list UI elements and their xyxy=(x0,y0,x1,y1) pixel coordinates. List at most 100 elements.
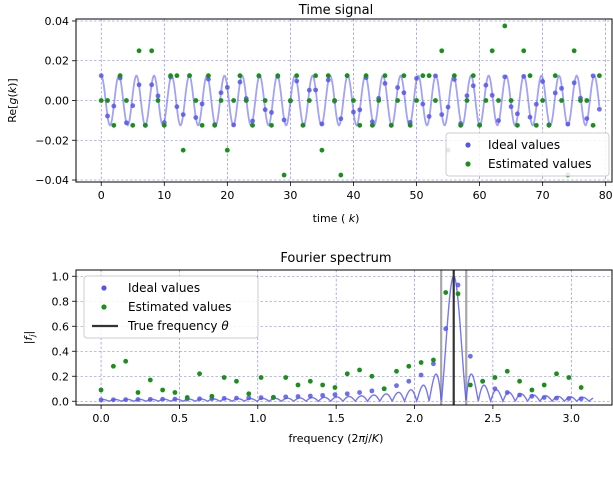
estimated-point-64 xyxy=(502,23,508,29)
estimated-point-26 xyxy=(262,98,268,103)
legend-label-0: Ideal values xyxy=(488,138,560,152)
ideal-spectrum-point-4 xyxy=(147,396,153,402)
estimated-point-37 xyxy=(332,98,337,103)
x-tick-label-5: 50 xyxy=(410,189,424,202)
ideal-spectrum-point-19 xyxy=(332,392,338,398)
ideal-spectrum-point-34 xyxy=(517,392,522,398)
legend-label-true-frequency: True frequency θ xyxy=(127,319,229,333)
legend-marker-0 xyxy=(465,142,471,148)
ideal-point-4 xyxy=(124,120,129,126)
time-signal-y-ticks: −0.04 −0.02 0.00 0.02 0.04 xyxy=(35,15,76,187)
ideal-point-8 xyxy=(149,82,155,88)
estimated-spectrum-point-31 xyxy=(480,378,486,384)
ideal-point-53 xyxy=(433,73,438,79)
ideal-point-52 xyxy=(426,114,432,119)
ideal-spectrum-point-28 xyxy=(443,326,449,332)
time-signal-x-axis-label-var: k xyxy=(349,212,356,225)
estimated-point-32 xyxy=(300,122,306,128)
time-signal-title: Time signal xyxy=(298,3,373,18)
estimated-spectrum-point-33 xyxy=(504,368,510,374)
estimated-point-39 xyxy=(344,73,350,79)
ideal-point-1 xyxy=(105,113,110,119)
estimated-point-1 xyxy=(105,98,110,103)
y-label-part-2: ( xyxy=(6,93,19,97)
ideal-spectrum-point-33 xyxy=(504,390,510,395)
estimated-point-19 xyxy=(218,98,224,103)
estimated-point-77 xyxy=(584,98,590,103)
estimated-point-70 xyxy=(540,98,546,103)
estimated-spectrum-point-22 xyxy=(369,373,375,379)
ideal-spectrum-point-10 xyxy=(221,395,227,401)
ideal-point-64 xyxy=(502,74,508,80)
fourier-spectrum-chart: 0.0 0.5 1.0 1.5 2.0 2.5 3.0 0.0 0.2 0.4 0.6 0.8 1.0… xyxy=(22,251,613,445)
freq-label-part-2: j xyxy=(363,432,369,445)
ideal-spectrum-point-25 xyxy=(406,378,412,384)
x-tick-label-6: 3.0 xyxy=(563,412,581,425)
fourier-spectrum-legend: Ideal values Estimated values True frequen… xyxy=(83,275,259,339)
ideal-spectrum-point-8 xyxy=(197,396,202,402)
estimated-point-57 xyxy=(458,122,464,128)
estimated-spectrum-point-26 xyxy=(418,360,424,365)
fourier-spectrum-plot-frame xyxy=(75,269,613,406)
estimated-spectrum-point-20 xyxy=(344,371,350,377)
x-tick-label-3: 1.5 xyxy=(327,412,345,425)
ideal-point-62 xyxy=(489,92,495,98)
estimated-spectrum-point-17 xyxy=(307,378,313,384)
ideal-spectrum-point-12 xyxy=(246,395,252,401)
ideal-spectrum-point-39 xyxy=(578,396,584,402)
estimated-point-0 xyxy=(98,98,104,103)
estimated-point-12 xyxy=(174,73,180,79)
estimated-point-45 xyxy=(382,73,388,79)
estimated-point-36 xyxy=(325,73,331,79)
estimated-point-47 xyxy=(395,98,400,103)
time-signal-ideal-curve xyxy=(100,74,601,127)
estimated-point-60 xyxy=(477,122,482,128)
ideal-point-17 xyxy=(206,76,211,82)
estimated-point-51 xyxy=(420,73,426,79)
estimated-spectrum-point-10 xyxy=(221,375,227,380)
y-tick-label-2: 0.00 xyxy=(45,95,70,108)
estimated-spectrum-point-18 xyxy=(320,382,326,388)
ideal-point-68 xyxy=(527,114,533,120)
estimated-point-15 xyxy=(193,98,199,103)
freq-label-part-1: π xyxy=(359,432,366,445)
y-tick-label-2: 0.4 xyxy=(52,345,70,358)
ideal-point-15 xyxy=(193,115,199,120)
estimated-point-6 xyxy=(136,48,142,54)
legend-marker-1 xyxy=(465,161,471,167)
estimated-point-13 xyxy=(180,147,186,153)
estimated-spectrum-point-13 xyxy=(258,375,264,380)
estimated-point-61 xyxy=(483,98,489,103)
ideal-signal-curve xyxy=(100,74,601,127)
frequency-band-lines xyxy=(440,270,468,405)
estimated-point-35 xyxy=(319,147,325,153)
ideal-point-77 xyxy=(584,116,590,121)
ideal-point-54 xyxy=(439,112,445,118)
estimated-point-69 xyxy=(533,122,539,128)
estimated-spectrum-point-12 xyxy=(246,391,252,397)
fourier-spectrum-x-ticks: 0.0 0.5 1.0 1.5 2.0 2.5 3.0 xyxy=(92,405,580,425)
x-tick-label-7: 70 xyxy=(536,189,550,202)
estimated-spectrum-point-29 xyxy=(455,291,461,297)
estimated-point-63 xyxy=(496,98,501,103)
x-tick-label-2: 20 xyxy=(220,189,234,202)
ideal-point-20 xyxy=(224,84,230,90)
estimated-spectrum-point-38 xyxy=(566,375,572,380)
estimated-point-10 xyxy=(161,122,167,128)
f-var: f xyxy=(22,335,35,341)
time-signal-y-axis-label: Re[g(k)] xyxy=(6,78,19,122)
ideal-point-19 xyxy=(218,90,224,96)
ideal-point-26 xyxy=(262,107,268,113)
legend-box xyxy=(445,132,610,177)
ideal-point-70 xyxy=(540,79,546,84)
estimated-spectrum-point-5 xyxy=(160,387,166,393)
estimated-spectrum-point-2 xyxy=(123,358,129,364)
y-label-part-4: )] xyxy=(6,78,19,87)
ideal-point-33 xyxy=(306,87,312,93)
ideal-point-41 xyxy=(357,107,363,113)
fourier-spectrum-y-ticks: 0.0 0.2 0.4 0.6 0.8 1.0 xyxy=(52,270,76,408)
estimated-point-11 xyxy=(168,73,173,79)
x-tick-label-0: 0.0 xyxy=(92,412,110,425)
ideal-spectrum-point-16 xyxy=(295,394,301,399)
